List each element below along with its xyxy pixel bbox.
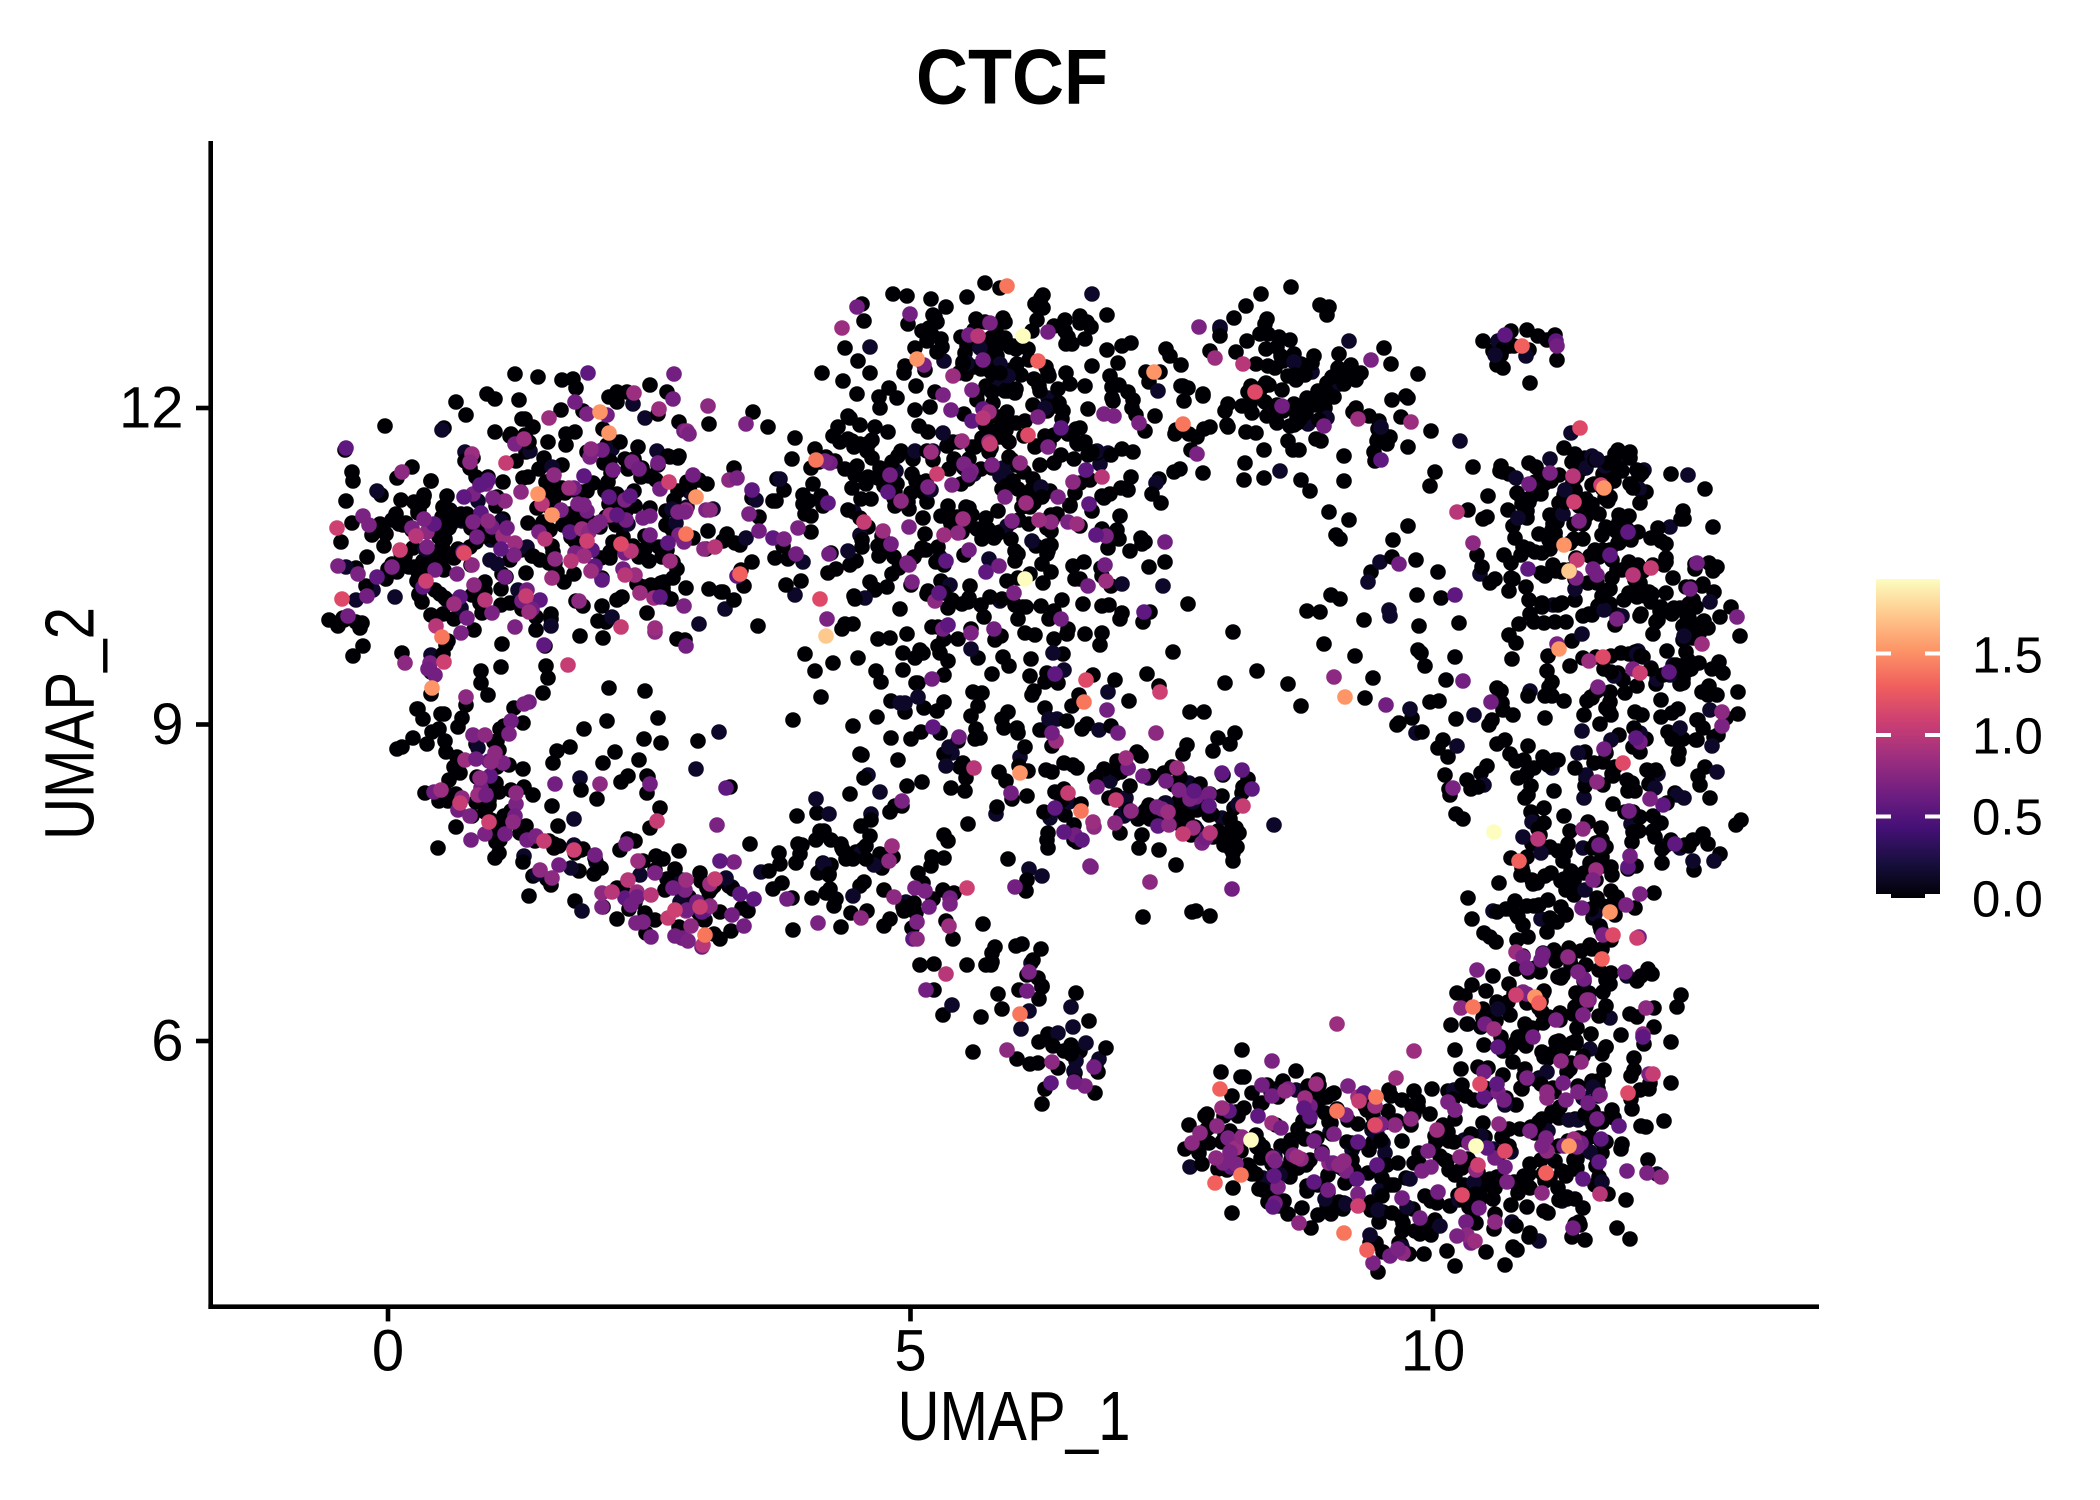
svg-text:1.5: 1.5 xyxy=(1972,626,2043,683)
svg-text:0.5: 0.5 xyxy=(1972,788,2043,845)
svg-text:CTCF: CTCF xyxy=(916,33,1108,121)
svg-text:0.0: 0.0 xyxy=(1972,870,2043,927)
svg-text:UMAP_1: UMAP_1 xyxy=(898,1377,1131,1455)
svg-text:UMAP_2: UMAP_2 xyxy=(31,607,109,840)
svg-text:12: 12 xyxy=(119,376,184,441)
svg-text:10: 10 xyxy=(1401,1319,1466,1384)
svg-text:6: 6 xyxy=(151,1009,183,1074)
svg-text:9: 9 xyxy=(151,692,183,757)
svg-text:0: 0 xyxy=(372,1319,404,1384)
svg-text:5: 5 xyxy=(894,1319,926,1384)
svg-text:1.0: 1.0 xyxy=(1972,707,2043,764)
